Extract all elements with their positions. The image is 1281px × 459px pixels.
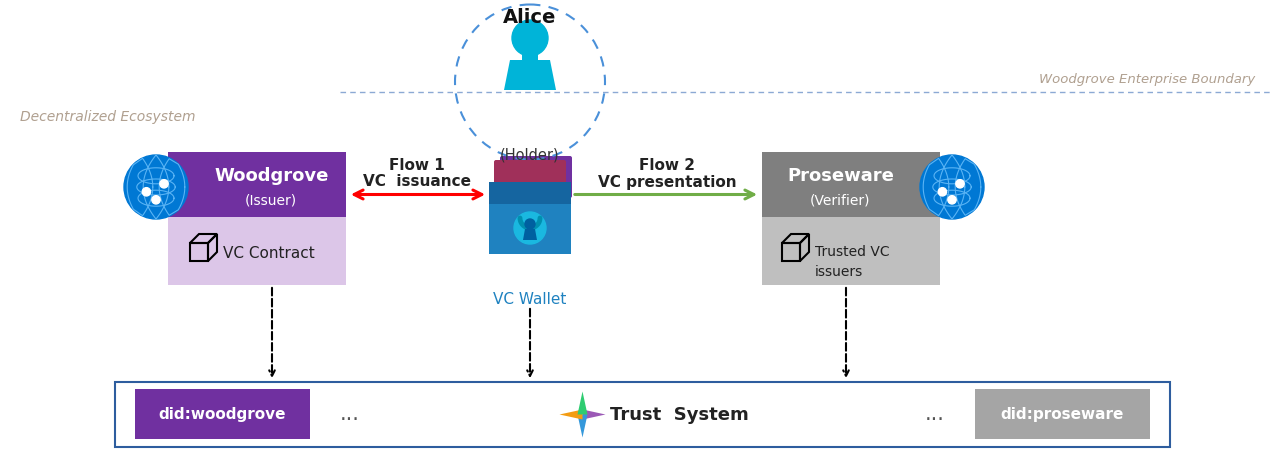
FancyBboxPatch shape: [115, 382, 1170, 447]
Text: did:woodgrove: did:woodgrove: [159, 407, 286, 421]
Text: Trust  System: Trust System: [611, 405, 749, 424]
Text: Alice: Alice: [503, 8, 557, 27]
Text: ...: ...: [925, 404, 945, 425]
Text: Woodgrove: Woodgrove: [214, 167, 328, 185]
Text: Flow 2: Flow 2: [639, 157, 696, 173]
Circle shape: [956, 179, 965, 188]
Circle shape: [948, 196, 956, 204]
Circle shape: [124, 155, 188, 219]
FancyBboxPatch shape: [521, 53, 538, 63]
FancyBboxPatch shape: [135, 389, 310, 439]
Text: VC presentation: VC presentation: [598, 174, 737, 190]
Circle shape: [514, 212, 546, 244]
Text: (Verifier): (Verifier): [810, 193, 871, 207]
FancyBboxPatch shape: [168, 217, 346, 285]
FancyBboxPatch shape: [168, 152, 346, 217]
Text: did:proseware: did:proseware: [1000, 407, 1125, 421]
Circle shape: [152, 196, 160, 204]
Polygon shape: [583, 409, 606, 420]
Polygon shape: [578, 414, 588, 437]
Polygon shape: [560, 409, 583, 420]
Circle shape: [142, 188, 151, 196]
FancyBboxPatch shape: [975, 389, 1150, 439]
FancyBboxPatch shape: [489, 182, 571, 254]
Circle shape: [512, 20, 548, 56]
FancyBboxPatch shape: [494, 160, 566, 202]
Text: VC  issuance: VC issuance: [363, 174, 471, 190]
FancyBboxPatch shape: [762, 152, 940, 217]
Text: Flow 1: Flow 1: [389, 157, 445, 173]
Text: (Issuer): (Issuer): [245, 193, 297, 207]
Polygon shape: [578, 392, 588, 414]
Circle shape: [525, 219, 535, 229]
FancyBboxPatch shape: [500, 156, 573, 198]
Circle shape: [920, 155, 984, 219]
Circle shape: [938, 188, 947, 196]
Text: ...: ...: [339, 404, 360, 425]
FancyBboxPatch shape: [762, 217, 940, 285]
Text: VC Wallet: VC Wallet: [493, 292, 566, 307]
Polygon shape: [523, 229, 537, 240]
Text: (Holder): (Holder): [500, 148, 560, 163]
Text: Trusted VC
issuers: Trusted VC issuers: [815, 245, 889, 279]
Polygon shape: [503, 60, 556, 90]
Text: Woodgrove Enterprise Boundary: Woodgrove Enterprise Boundary: [1039, 73, 1255, 86]
Text: VC Contract: VC Contract: [223, 246, 315, 261]
Circle shape: [160, 179, 168, 188]
FancyBboxPatch shape: [489, 182, 571, 204]
Text: Proseware: Proseware: [787, 167, 894, 185]
Text: Decentralized Ecosystem: Decentralized Ecosystem: [20, 110, 196, 124]
